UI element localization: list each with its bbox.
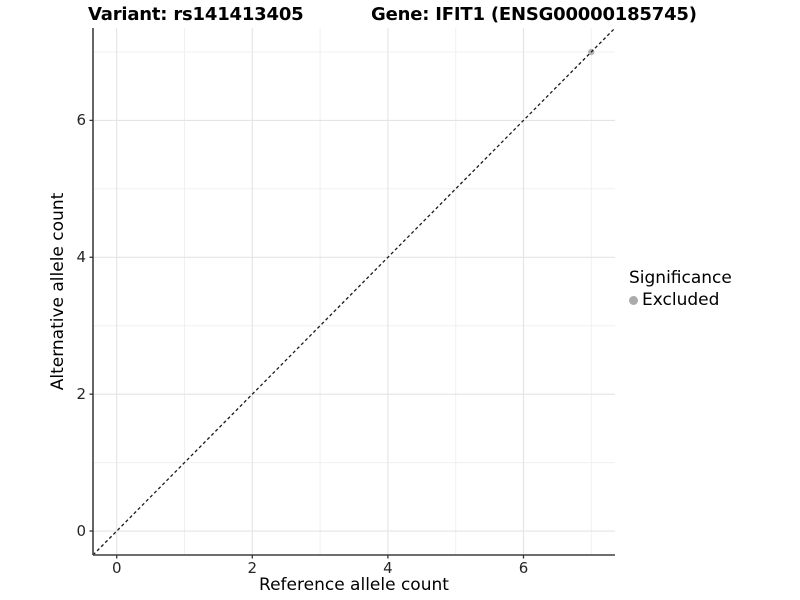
y-tick-label: 2 [76,385,86,404]
gene-title: Gene: IFIT1 (ENSG00000185745) [371,4,697,25]
legend: Significance Excluded [629,268,732,310]
x-tick-label: 2 [247,559,258,577]
y-tick-label: 6 [76,111,86,130]
x-tick-label: 4 [383,559,393,577]
x-tick-label: 0 [111,559,122,577]
legend-item-excluded: Excluded [629,290,732,310]
y-tick-label: 4 [76,248,86,267]
legend-title: Significance [629,268,732,288]
identity-dashed-line [92,27,616,556]
legend-item-label: Excluded [642,290,720,310]
x-tick-label: 6 [518,559,529,577]
y-tick-label: 0 [76,522,86,541]
y-axis-title: Alternative allele count [48,192,68,391]
excluded-point-icon [629,295,638,305]
variant-title: Variant: rs141413405 [88,4,304,25]
x-axis-title: Reference allele count [259,575,449,595]
